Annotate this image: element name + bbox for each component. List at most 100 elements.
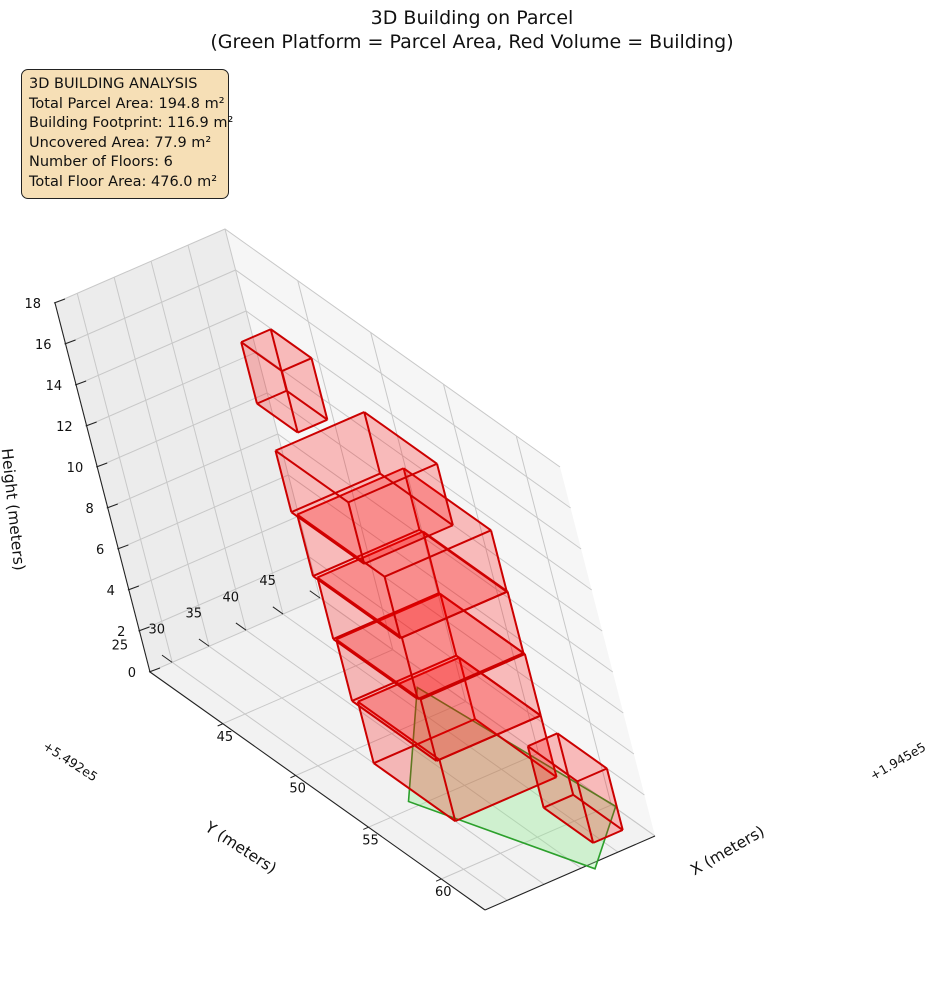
building-face [275, 450, 365, 564]
building-face [297, 514, 401, 639]
y-axis-line [149, 671, 486, 911]
building-edge [347, 462, 438, 504]
x-axis-title: X (meters) [687, 822, 767, 879]
z-tick-label: 12 [56, 420, 73, 435]
axis-lines [53, 298, 656, 911]
building-face [348, 463, 453, 564]
building-edge [285, 389, 328, 421]
building-edge [422, 531, 440, 594]
analysis-info-box: 3D BUILDING ANALYSIS Total Parcel Area: … [21, 69, 234, 199]
building-edge [576, 781, 595, 844]
building-edge [256, 402, 299, 434]
building-edge [356, 701, 375, 764]
building-edge [317, 530, 424, 579]
floor-box-2 [335, 593, 542, 762]
building-edge [439, 593, 458, 656]
z-tick-label: 8 [85, 502, 93, 517]
building-edge [269, 328, 288, 391]
building-edge [363, 411, 438, 465]
building-face [297, 468, 491, 577]
info-line: Building Footprint: 116.9 m² [29, 115, 234, 132]
z-tick-label: 6 [96, 543, 104, 558]
z-tick-label: 10 [67, 461, 84, 476]
x-tick [435, 878, 442, 882]
chart-subtitle: (Green Platform = Parcel Area, Red Volum… [210, 31, 734, 53]
building-face [557, 733, 623, 830]
z-tick-label: 2 [117, 625, 125, 640]
z-tick [96, 462, 108, 468]
building-edge [490, 530, 508, 593]
z-axis-line [54, 302, 151, 673]
annex-box [526, 732, 624, 844]
z-tick [117, 544, 129, 550]
building-edge [312, 528, 420, 578]
building-edge [335, 638, 422, 701]
x-tick-label: 55 [362, 833, 379, 848]
z-axis-title: Height (meters) [0, 447, 28, 571]
building-face [275, 412, 380, 513]
building-edge [274, 450, 293, 513]
building-edge [543, 793, 574, 809]
building-edge [290, 511, 365, 565]
y-tick [309, 590, 321, 599]
x-offset-label: +1.945e5 [867, 739, 928, 783]
building-edge [474, 718, 558, 778]
building-face [403, 468, 507, 592]
info-line: Uncovered Area: 77.9 m² [29, 134, 212, 151]
building-edge [420, 653, 526, 701]
z-tick [85, 421, 97, 427]
building-edge [351, 700, 438, 762]
building-edge [527, 732, 558, 748]
building-face [357, 701, 456, 822]
y-tick [272, 606, 284, 615]
x-tick [363, 826, 369, 830]
building-edge [335, 593, 441, 641]
building-edge [384, 529, 492, 578]
floor-box-1 [356, 656, 558, 823]
z-tick-label: 0 [128, 666, 136, 681]
building-edge [357, 656, 460, 703]
z-tick-label: 18 [24, 297, 41, 312]
z-grid-line [97, 392, 603, 632]
z-tick-label: 14 [46, 379, 63, 394]
building-edge [506, 591, 525, 654]
info-line: Number of Floors: 6 [29, 154, 173, 171]
x-axis-line [484, 835, 656, 911]
building-edge [316, 577, 335, 640]
z-tick [64, 339, 76, 345]
y-tick-label: 25 [112, 639, 129, 654]
building-edge [373, 762, 456, 822]
z-grid-line [139, 556, 645, 796]
building-edge [379, 472, 454, 527]
building-edge [296, 513, 386, 578]
z-grid-line [118, 474, 624, 714]
building-face [275, 412, 437, 503]
building-face [420, 654, 541, 761]
building-face [317, 577, 418, 699]
building-edge [357, 700, 441, 761]
building-edge [418, 528, 508, 593]
building-edge [556, 733, 575, 796]
building-edge [363, 524, 454, 565]
z-tick [138, 626, 150, 632]
z-tick [127, 585, 140, 591]
x-tick [290, 775, 296, 779]
z-grid-line [54, 228, 561, 468]
building-face [241, 342, 298, 433]
building-face [543, 794, 623, 843]
building-edge [240, 341, 258, 404]
building-edge [332, 592, 440, 640]
building-edge [297, 418, 328, 434]
z-grid-line [65, 269, 571, 509]
building-edge [592, 829, 624, 844]
building-face [297, 468, 420, 577]
x-tick-label: 50 [289, 782, 306, 797]
y-tick-label: 40 [222, 590, 239, 605]
building-edge [438, 759, 457, 822]
building-face [527, 746, 594, 843]
building-edge [436, 714, 542, 762]
building-edge [605, 768, 624, 831]
building-face [357, 657, 475, 764]
